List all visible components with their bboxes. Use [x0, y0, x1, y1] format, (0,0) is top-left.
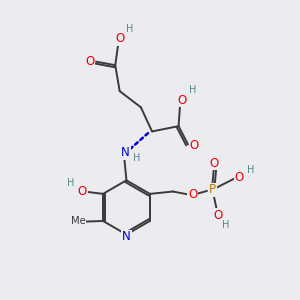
Text: O: O	[78, 185, 87, 198]
Text: H: H	[133, 153, 140, 163]
Text: Me: Me	[71, 216, 86, 226]
Text: O: O	[210, 157, 219, 170]
Text: H: H	[223, 220, 230, 230]
Text: N: N	[122, 230, 131, 243]
Text: O: O	[85, 55, 94, 68]
Text: O: O	[190, 139, 199, 152]
Text: P: P	[209, 183, 216, 196]
Text: H: H	[67, 178, 74, 188]
Text: N: N	[121, 146, 130, 159]
Text: O: O	[214, 209, 223, 222]
Text: H: H	[247, 165, 254, 175]
Text: O: O	[115, 32, 124, 45]
Text: H: H	[189, 85, 196, 95]
Text: O: O	[235, 171, 244, 184]
Text: O: O	[177, 94, 186, 107]
Text: H: H	[126, 24, 133, 34]
Text: O: O	[188, 188, 197, 201]
